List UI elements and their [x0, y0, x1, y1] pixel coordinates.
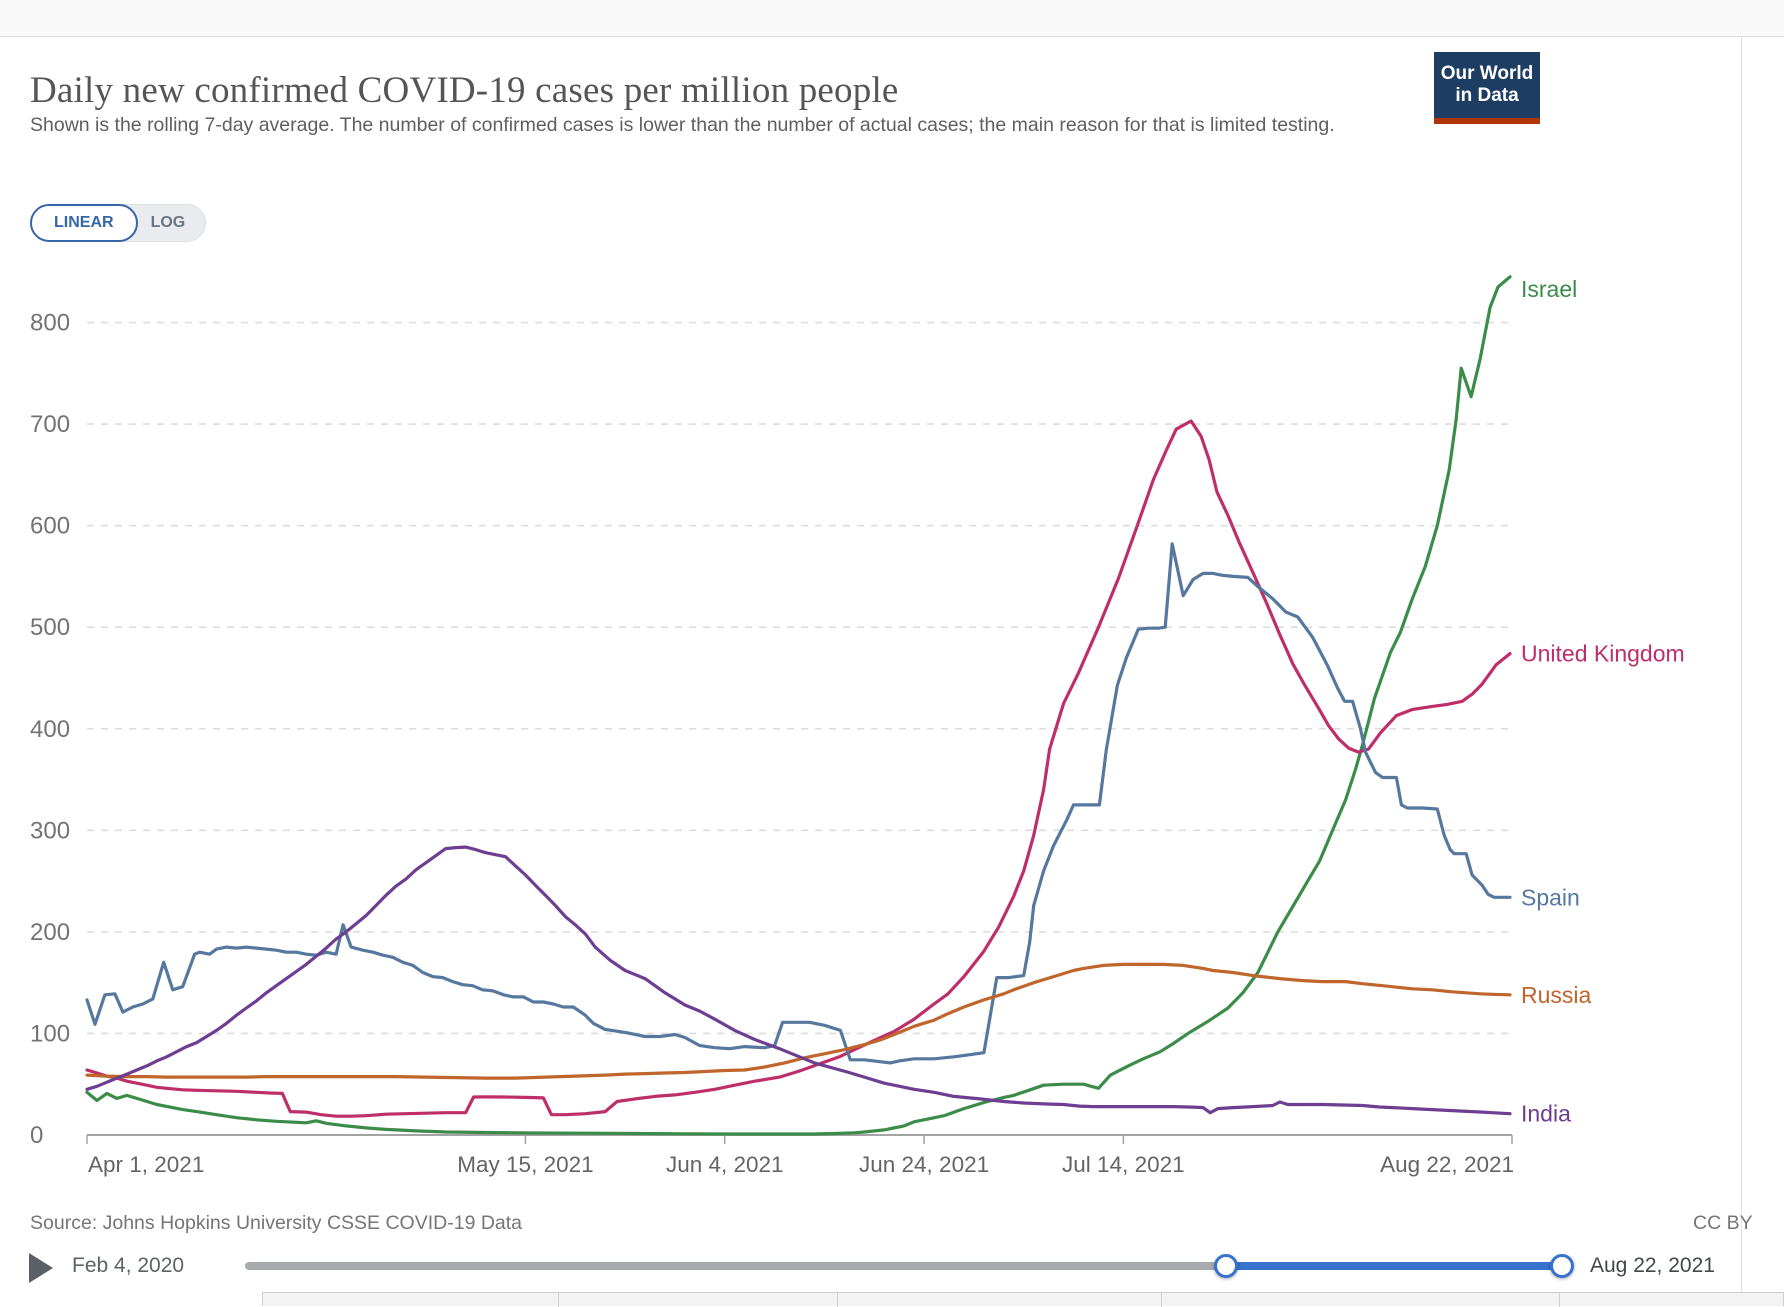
- y-tick-label-0: 0: [30, 1122, 43, 1149]
- timeline-track[interactable]: [245, 1254, 1574, 1278]
- x-tick-label: Aug 22, 2021: [1380, 1152, 1514, 1177]
- source-link[interactable]: Source: Johns Hopkins University CSSE CO…: [30, 1212, 523, 1234]
- x-tick-label: May 15, 2021: [457, 1152, 593, 1177]
- license-link[interactable]: CC BY: [1693, 1212, 1753, 1234]
- timeline-active-range[interactable]: [1222, 1262, 1558, 1270]
- y-tick-label-700: 700: [30, 411, 70, 438]
- series-label-spain: Spain: [1521, 884, 1580, 910]
- x-tick-label: Jun 24, 2021: [859, 1152, 989, 1177]
- y-tick-label-500: 500: [30, 614, 70, 641]
- series-label-russia: Russia: [1521, 982, 1592, 1008]
- series-label-india: India: [1521, 1101, 1571, 1127]
- y-tick-label-400: 400: [30, 716, 70, 743]
- y-tick-label-200: 200: [30, 919, 70, 946]
- y-tick-label-600: 600: [30, 513, 70, 540]
- series-label-israel: Israel: [1521, 276, 1577, 302]
- y-tick-label-800: 800: [30, 310, 70, 337]
- owid-logo-line1: Our World: [1440, 63, 1534, 84]
- scale-toggle: LINEAR LOG: [30, 204, 207, 242]
- timeline-end-label: Aug 22, 2021: [1590, 1254, 1715, 1277]
- timeline: Feb 4, 2020 Aug 22, 2021: [0, 1248, 1784, 1292]
- linear-scale-button[interactable]: LINEAR: [30, 204, 138, 242]
- page-top-strip: [0, 0, 1784, 37]
- series-label-united-kingdom: United Kingdom: [1521, 641, 1685, 667]
- timeline-start-label: Feb 4, 2020: [72, 1254, 185, 1277]
- page-title: Daily new confirmed COVID-19 cases per m…: [30, 69, 899, 111]
- owid-logo-line2: in Data: [1455, 85, 1519, 106]
- series-line-israel[interactable]: [85, 275, 1512, 1136]
- series-line-india[interactable]: [85, 845, 1512, 1116]
- series-line-spain[interactable]: [85, 542, 1512, 1065]
- timeline-handle-end[interactable]: [1550, 1254, 1574, 1278]
- series-line-united-kingdom[interactable]: [85, 419, 1512, 1118]
- series-line-russia[interactable]: [85, 962, 1512, 1080]
- x-tick-label: Apr 1, 2021: [88, 1152, 204, 1177]
- owid-logo[interactable]: Our World in Data: [1434, 52, 1540, 124]
- data-table-header-strip: [262, 1292, 1784, 1307]
- embed-right-border: [1741, 36, 1742, 1306]
- x-tick-label: Jul 14, 2021: [1062, 1152, 1185, 1177]
- chart-subtitle: Shown is the rolling 7-day average. The …: [30, 113, 1335, 136]
- y-tick-label-100: 100: [30, 1020, 70, 1047]
- y-tick-label-300: 300: [30, 817, 70, 844]
- x-tick-label: Jun 4, 2021: [666, 1152, 784, 1177]
- timeline-handle-start[interactable]: [1214, 1254, 1238, 1278]
- play-icon[interactable]: [28, 1252, 54, 1284]
